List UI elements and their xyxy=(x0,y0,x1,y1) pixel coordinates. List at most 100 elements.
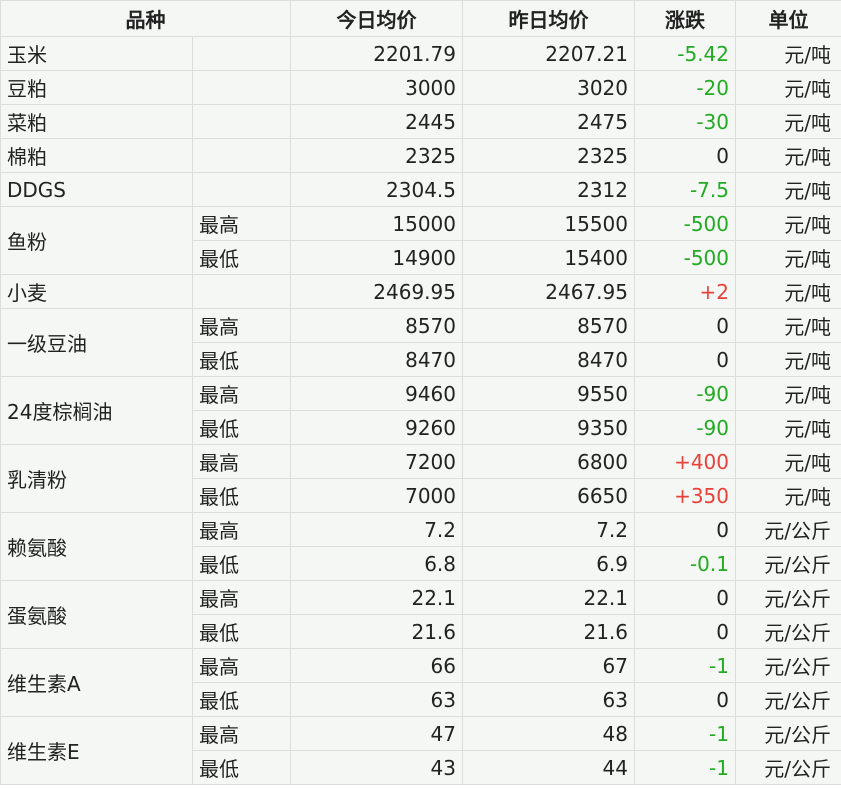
table-row: 鱼粉 最高 15000 15500 -500 元/吨 xyxy=(0,206,841,275)
yesterday-price: 44 xyxy=(462,750,635,785)
sub-label: 最高 xyxy=(192,580,291,615)
variety-name: 小麦 xyxy=(0,274,193,309)
sub-label: 最低 xyxy=(192,750,291,785)
price-change: 0 xyxy=(634,342,736,377)
today-price: 63 xyxy=(290,682,463,717)
sub-label xyxy=(192,70,291,105)
price-change: +350 xyxy=(634,478,736,513)
unit: 元/吨 xyxy=(735,274,841,309)
unit: 元/公斤 xyxy=(735,750,841,785)
today-price: 3000 xyxy=(290,70,463,105)
variety-name: 豆粕 xyxy=(0,70,193,105)
yesterday-price: 2325 xyxy=(462,138,635,173)
variety-name: 鱼粉 xyxy=(0,206,193,275)
price-change: +2 xyxy=(634,274,736,309)
table-row: 赖氨酸 最高 7.2 7.2 0 元/公斤 xyxy=(0,512,841,581)
price-change: -5.42 xyxy=(634,36,736,71)
variety-name: 玉米 xyxy=(0,36,193,71)
table-row: 最低 7000 6650 +350 元/吨 xyxy=(1,478,841,513)
unit: 元/公斤 xyxy=(735,648,841,683)
yesterday-price: 9550 xyxy=(462,376,635,411)
unit: 元/吨 xyxy=(735,342,841,377)
price-change: 0 xyxy=(634,512,736,547)
yesterday-price: 6650 xyxy=(462,478,635,513)
header-row: 品种 今日均价 昨日均价 涨跌 单位 xyxy=(0,0,841,37)
table-row: 最低 43 44 -1 元/公斤 xyxy=(1,750,841,785)
today-price: 2445 xyxy=(290,104,463,139)
today-price: 14900 xyxy=(290,240,463,275)
yesterday-price: 15400 xyxy=(462,240,635,275)
unit: 元/公斤 xyxy=(735,580,841,615)
unit: 元/公斤 xyxy=(735,614,841,649)
table-row: 最低 63 63 0 元/公斤 xyxy=(1,682,841,717)
sub-label: 最低 xyxy=(192,478,291,513)
unit: 元/公斤 xyxy=(735,716,841,751)
yesterday-price: 22.1 xyxy=(462,580,635,615)
price-change: -30 xyxy=(634,104,736,139)
sub-label xyxy=(192,274,291,309)
variety-name: 蛋氨酸 xyxy=(0,580,193,649)
today-price: 2325 xyxy=(290,138,463,173)
sub-label: 最低 xyxy=(192,410,291,445)
sub-label xyxy=(192,104,291,139)
price-change: -1 xyxy=(634,716,736,751)
unit: 元/吨 xyxy=(735,240,841,275)
table-row: 豆粕 3000 3020 -20 元/吨 xyxy=(0,70,841,105)
yesterday-price: 48 xyxy=(462,716,635,751)
header-yesterday: 昨日均价 xyxy=(462,0,635,37)
unit: 元/吨 xyxy=(735,478,841,513)
table-row: 玉米 2201.79 2207.21 -5.42 元/吨 xyxy=(0,36,841,71)
table-row: 维生素A 最高 66 67 -1 元/公斤 xyxy=(0,648,841,717)
price-change: -90 xyxy=(634,410,736,445)
today-price: 22.1 xyxy=(290,580,463,615)
yesterday-price: 2312 xyxy=(462,172,635,207)
price-change: 0 xyxy=(634,138,736,173)
yesterday-price: 2467.95 xyxy=(462,274,635,309)
unit: 元/吨 xyxy=(735,410,841,445)
yesterday-price: 6800 xyxy=(462,444,635,479)
price-change: 0 xyxy=(634,614,736,649)
price-change: 0 xyxy=(634,580,736,615)
sub-label: 最高 xyxy=(192,648,291,683)
price-change: 0 xyxy=(634,308,736,343)
price-change: -7.5 xyxy=(634,172,736,207)
table-row: 一级豆油 最高 8570 8570 0 元/吨 xyxy=(0,308,841,377)
table-row: 24度棕榈油 最高 9460 9550 -90 元/吨 xyxy=(0,376,841,445)
price-change: -1 xyxy=(634,750,736,785)
variety-name: 菜粕 xyxy=(0,104,193,139)
today-price: 7200 xyxy=(290,444,463,479)
unit: 元/吨 xyxy=(735,36,841,71)
yesterday-price: 8470 xyxy=(462,342,635,377)
price-change: -90 xyxy=(634,376,736,411)
unit: 元/吨 xyxy=(735,444,841,479)
sub-label: 最高 xyxy=(192,444,291,479)
today-price: 2304.5 xyxy=(290,172,463,207)
yesterday-price: 67 xyxy=(462,648,635,683)
today-price: 15000 xyxy=(290,206,463,241)
today-price: 2469.95 xyxy=(290,274,463,309)
unit: 元/吨 xyxy=(735,206,841,241)
unit: 元/吨 xyxy=(735,70,841,105)
price-change: -20 xyxy=(634,70,736,105)
unit: 元/吨 xyxy=(735,308,841,343)
header-unit: 单位 xyxy=(735,0,841,37)
sub-label: 最低 xyxy=(192,342,291,377)
table-row: 乳清粉 最高 7200 6800 +400 元/吨 xyxy=(0,444,841,513)
unit: 元/吨 xyxy=(735,138,841,173)
sub-label: 最低 xyxy=(192,682,291,717)
today-price: 6.8 xyxy=(290,546,463,581)
yesterday-price: 8570 xyxy=(462,308,635,343)
table-row: 最低 6.8 6.9 -0.1 元/公斤 xyxy=(1,546,841,581)
yesterday-price: 7.2 xyxy=(462,512,635,547)
today-price: 21.6 xyxy=(290,614,463,649)
today-price: 66 xyxy=(290,648,463,683)
header-today: 今日均价 xyxy=(290,0,463,37)
unit: 元/公斤 xyxy=(735,512,841,547)
price-change: -1 xyxy=(634,648,736,683)
table-row: 蛋氨酸 最高 22.1 22.1 0 元/公斤 xyxy=(0,580,841,649)
today-price: 9460 xyxy=(290,376,463,411)
yesterday-price: 6.9 xyxy=(462,546,635,581)
variety-name: 赖氨酸 xyxy=(0,512,193,581)
table-row: 小麦 2469.95 2467.95 +2 元/吨 xyxy=(0,274,841,309)
